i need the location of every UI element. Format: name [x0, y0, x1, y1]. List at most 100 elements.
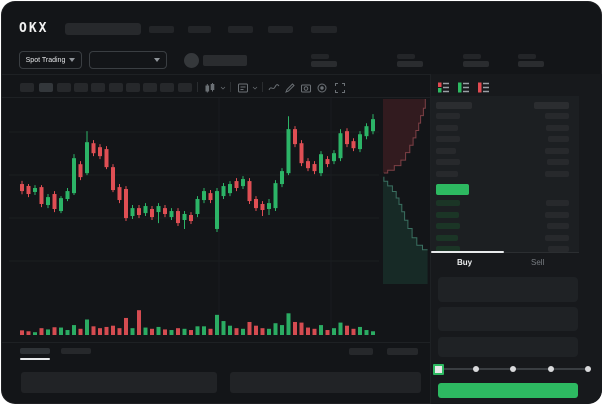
bid-price-placeholder[interactable] — [436, 246, 460, 252]
ask-price-placeholder[interactable] — [436, 159, 460, 165]
stat-label-placeholder — [311, 54, 329, 59]
orders-panel-placeholder — [21, 372, 217, 393]
timeframe-button[interactable] — [39, 83, 53, 92]
candlestick-series — [20, 114, 375, 233]
market-type-label: Spot Trading — [25, 56, 66, 64]
ask-price-placeholder[interactable] — [436, 113, 460, 119]
buy-tab-indicator — [431, 251, 504, 253]
chart-gridlines — [9, 98, 379, 338]
bottom-tab[interactable] — [61, 348, 91, 354]
chevron-down-icon — [69, 58, 76, 62]
timeframe-button[interactable] — [178, 83, 192, 92]
panel-divider — [430, 74, 431, 404]
ask-amount-placeholder — [545, 113, 569, 119]
stat-value-placeholder — [518, 61, 544, 67]
bid-amount-placeholder — [546, 200, 569, 206]
fullscreen-icon[interactable] — [334, 81, 346, 93]
bid-amount-placeholder — [547, 223, 569, 229]
last-price-badge[interactable] — [436, 184, 469, 195]
slider-stop-dot[interactable] — [510, 366, 516, 372]
ask-amount-placeholder — [547, 159, 569, 165]
nav-item-placeholder[interactable] — [228, 26, 253, 33]
pair-selector-dropdown[interactable] — [89, 51, 167, 69]
bid-amount-placeholder — [545, 211, 569, 218]
pair-name-placeholder — [203, 55, 247, 66]
timeframe-button[interactable] — [109, 83, 123, 92]
price-field[interactable] — [438, 277, 578, 302]
nav-item-placeholder[interactable] — [268, 26, 293, 33]
ask-price-placeholder[interactable] — [436, 136, 460, 142]
chevron-down-icon[interactable] — [219, 81, 227, 93]
toolbar-separator — [197, 82, 198, 92]
draw-icon[interactable] — [284, 81, 296, 93]
slider-stop-dot[interactable] — [547, 366, 554, 372]
pair-avatar — [184, 53, 199, 68]
buy-submit-button[interactable] — [438, 383, 578, 398]
line-icon[interactable] — [268, 81, 280, 93]
ask-price-placeholder[interactable] — [436, 124, 458, 131]
ask-amount-placeholder — [546, 124, 569, 131]
timeframe-button[interactable] — [126, 83, 140, 92]
history-panel-placeholder — [230, 372, 421, 393]
stat-value-placeholder — [463, 61, 489, 67]
indicator-icon[interactable] — [237, 81, 249, 93]
total-field[interactable] — [438, 337, 578, 357]
bid-amount-placeholder — [545, 234, 569, 241]
candlestick-chart[interactable] — [1, 98, 430, 343]
book-asks-icon[interactable] — [477, 81, 490, 94]
timeframe-button[interactable] — [74, 83, 88, 92]
amount-field[interactable] — [438, 307, 578, 331]
chart-bottom-divider — [1, 342, 430, 343]
ask-price-placeholder[interactable] — [436, 147, 456, 154]
nav-item-placeholder[interactable] — [311, 26, 337, 33]
bottom-tab-underline — [20, 358, 50, 360]
bottom-action-placeholder[interactable] — [387, 348, 418, 355]
book-bids-icon[interactable] — [457, 81, 470, 94]
toolbar-separator — [262, 82, 263, 92]
tab-buy[interactable]: Buy — [457, 258, 473, 267]
chevron-down-icon — [154, 58, 160, 62]
timeframe-button[interactable] — [160, 83, 174, 92]
chevron-down-icon[interactable] — [251, 81, 259, 93]
bid-price-placeholder[interactable] — [436, 223, 460, 229]
orderbook-price-header — [436, 102, 472, 109]
bid-price-placeholder[interactable] — [436, 234, 458, 241]
timeframe-button[interactable] — [91, 83, 105, 92]
search-input[interactable] — [65, 23, 141, 35]
nav-item-placeholder[interactable] — [149, 26, 174, 33]
book-all-icon[interactable] — [437, 81, 450, 94]
bottom-tab-active[interactable] — [20, 348, 50, 354]
stat-label-placeholder — [463, 54, 481, 59]
ask-amount-placeholder — [545, 147, 569, 154]
candle-type-icon[interactable] — [204, 81, 216, 93]
volume-series — [20, 310, 375, 335]
orderbook-amount-header — [534, 102, 569, 109]
settings-icon[interactable] — [316, 81, 328, 93]
nav-item-placeholder[interactable] — [188, 26, 211, 33]
okx-logo[interactable]: OKX — [19, 21, 49, 36]
stat-label-placeholder — [518, 54, 536, 59]
tab-sell[interactable]: Sell — [531, 258, 545, 267]
bottom-action-placeholder[interactable] — [349, 348, 373, 355]
slider-handle[interactable] — [432, 363, 444, 375]
timeframe-button[interactable] — [57, 83, 71, 92]
tabs-baseline — [431, 252, 579, 253]
stat-value-placeholder — [311, 61, 337, 67]
slider-stop-dot[interactable] — [585, 366, 591, 372]
market-type-dropdown[interactable]: Spot Trading — [19, 51, 82, 69]
toolbar-separator — [230, 82, 231, 92]
stat-label-placeholder — [397, 54, 415, 59]
ask-amount-placeholder — [545, 170, 569, 177]
timeframe-button[interactable] — [143, 83, 157, 92]
bid-amount-placeholder — [548, 246, 569, 252]
ask-price-placeholder[interactable] — [436, 170, 458, 177]
timeframe-button[interactable] — [20, 83, 34, 92]
camera-icon[interactable] — [300, 81, 312, 93]
bid-price-placeholder[interactable] — [436, 211, 459, 218]
orderbook-trade-panel: Buy Sell — [431, 74, 602, 404]
bid-price-placeholder[interactable] — [436, 200, 460, 206]
slider-stop-dot[interactable] — [472, 366, 479, 372]
ask-amount-placeholder — [548, 136, 569, 142]
